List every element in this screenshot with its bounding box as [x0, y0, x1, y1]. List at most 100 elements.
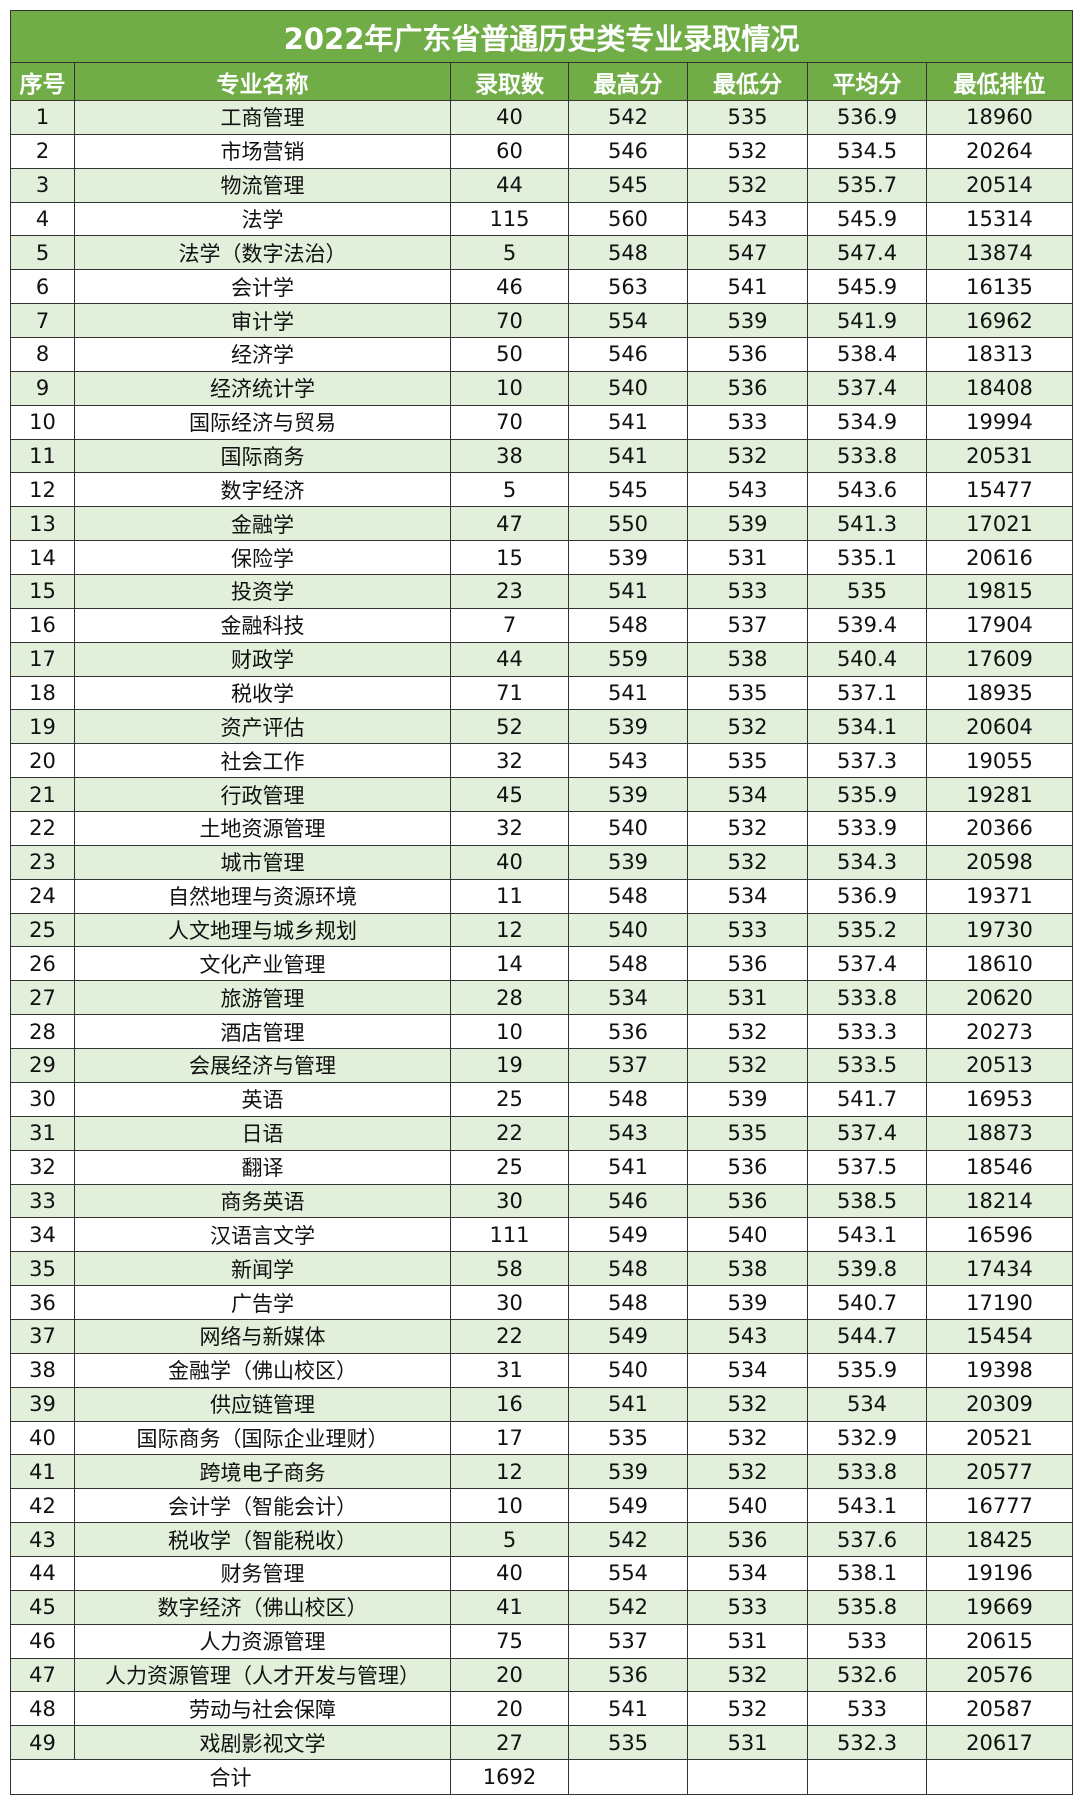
- cell-min-score: 532: [687, 1048, 808, 1083]
- cell-avg-score: 535.7: [807, 167, 927, 203]
- table-row: 26 文化产业管理 14 548 536 537.4 18610: [10, 946, 1074, 982]
- column-header-admitted-count: 录取数: [450, 62, 569, 101]
- cell-min-score: 533: [687, 404, 808, 440]
- cell-index: 45: [10, 1589, 75, 1625]
- cell-min-rank: 16962: [925, 303, 1074, 339]
- cell-max-score: 539: [568, 844, 688, 880]
- cell-min-score: 540: [687, 1488, 808, 1524]
- table-row: 1 工商管理 40 542 535 536.9 18960: [10, 100, 1074, 135]
- cell-major-name: 人力资源管理: [74, 1623, 451, 1659]
- cell-index: 18: [10, 675, 75, 711]
- cell-max-score: 549: [568, 1318, 688, 1354]
- cell-admitted-count: 28: [450, 980, 569, 1016]
- cell-major-name: 数字经济: [74, 472, 451, 508]
- cell-min-score: 534: [687, 878, 808, 914]
- cell-max-score: 542: [568, 1522, 688, 1557]
- cell-avg-score: 547.4: [807, 235, 927, 271]
- cell-major-name: 数字经济（佛山校区）: [74, 1589, 451, 1625]
- cell-major-name: 酒店管理: [74, 1014, 451, 1050]
- cell-admitted-count: 22: [450, 1318, 569, 1354]
- cell-admitted-count: 10: [450, 1014, 569, 1050]
- cell-admitted-count: 25: [450, 1081, 569, 1117]
- cell-admitted-count: 52: [450, 709, 569, 745]
- table-row: 2 市场营销 60 546 532 534.5 20264: [10, 133, 1074, 169]
- cell-max-score: 548: [568, 878, 688, 914]
- cell-avg-score: 543.6: [807, 472, 927, 508]
- cell-admitted-count: 70: [450, 404, 569, 440]
- table-row: 18 税收学 71 541 535 537.1 18935: [10, 675, 1074, 711]
- cell-index: 6: [10, 269, 75, 305]
- cell-min-score: 532: [687, 1014, 808, 1050]
- table-row: 31 日语 22 543 535 537.4 18873: [10, 1115, 1074, 1151]
- table-row: 15 投资学 23 541 533 535 19815: [10, 574, 1074, 609]
- cell-index: 4: [10, 201, 75, 237]
- cell-admitted-count: 40: [450, 844, 569, 880]
- cell-index: 19: [10, 709, 75, 745]
- cell-max-score: 548: [568, 1285, 688, 1320]
- cell-major-name: 国际经济与贸易: [74, 404, 451, 440]
- cell-admitted-count: 70: [450, 303, 569, 339]
- cell-index: 21: [10, 777, 75, 813]
- column-header-avg-score: 平均分: [807, 62, 927, 101]
- cell-max-score: 539: [568, 1454, 688, 1490]
- cell-major-name: 会计学: [74, 269, 451, 305]
- cell-min-rank: 16777: [925, 1488, 1074, 1524]
- cell-min-rank: 20366: [925, 811, 1074, 846]
- cell-admitted-count: 30: [450, 1285, 569, 1320]
- cell-admitted-count: 47: [450, 506, 569, 542]
- cell-admitted-count: 40: [450, 1555, 569, 1591]
- cell-min-score: 538: [687, 641, 808, 677]
- cell-admitted-count: 23: [450, 574, 569, 609]
- cell-index: 2: [10, 133, 75, 169]
- cell-avg-score: 540.4: [807, 641, 927, 677]
- cell-admitted-count: 60: [450, 133, 569, 169]
- cell-index: 41: [10, 1454, 75, 1490]
- cell-major-name: 金融科技: [74, 607, 451, 643]
- cell-major-name: 工商管理: [74, 100, 451, 135]
- cell-index: 46: [10, 1623, 75, 1659]
- table-row: 5 法学（数字法治） 5 548 547 547.4 13874: [10, 235, 1074, 271]
- cell-avg-score: 538.1: [807, 1555, 927, 1591]
- cell-max-score: 540: [568, 370, 688, 406]
- cell-min-rank: 18214: [925, 1183, 1074, 1219]
- cell-min-rank: 17904: [925, 607, 1074, 643]
- cell-avg-score: 536.9: [807, 100, 927, 135]
- cell-max-score: 549: [568, 1488, 688, 1524]
- table-row: 44 财务管理 40 554 534 538.1 19196: [10, 1555, 1074, 1591]
- cell-min-score: 541: [687, 269, 808, 305]
- table-row: 28 酒店管理 10 536 532 533.3 20273: [10, 1014, 1074, 1050]
- cell-avg-score: 537.4: [807, 370, 927, 406]
- cell-admitted-count: 40: [450, 100, 569, 135]
- cell-min-rank: 20273: [925, 1014, 1074, 1050]
- cell-admitted-count: 7: [450, 607, 569, 643]
- cell-min-rank: 16135: [925, 269, 1074, 305]
- empty-cell: [568, 1759, 688, 1796]
- cell-avg-score: 539.4: [807, 607, 927, 643]
- cell-min-score: 534: [687, 777, 808, 813]
- cell-major-name: 保险学: [74, 540, 451, 576]
- cell-admitted-count: 27: [450, 1725, 569, 1761]
- cell-admitted-count: 25: [450, 1149, 569, 1185]
- cell-avg-score: 540.7: [807, 1285, 927, 1320]
- cell-min-rank: 20264: [925, 133, 1074, 169]
- table-row: 8 经济学 50 546 536 538.4 18313: [10, 337, 1074, 372]
- cell-index: 16: [10, 607, 75, 643]
- cell-avg-score: 534.5: [807, 133, 927, 169]
- cell-index: 7: [10, 303, 75, 339]
- table-row: 48 劳动与社会保障 20 541 532 533 20587: [10, 1691, 1074, 1727]
- cell-index: 28: [10, 1014, 75, 1050]
- cell-min-rank: 18546: [925, 1149, 1074, 1185]
- cell-major-name: 法学: [74, 201, 451, 237]
- cell-min-score: 532: [687, 438, 808, 474]
- cell-min-score: 539: [687, 1285, 808, 1320]
- cell-avg-score: 541.7: [807, 1081, 927, 1117]
- cell-min-rank: 13874: [925, 235, 1074, 271]
- cell-admitted-count: 46: [450, 269, 569, 305]
- cell-index: 22: [10, 811, 75, 846]
- cell-avg-score: 537.3: [807, 743, 927, 779]
- cell-min-score: 543: [687, 472, 808, 508]
- cell-avg-score: 535.8: [807, 1589, 927, 1625]
- cell-admitted-count: 45: [450, 777, 569, 813]
- cell-admitted-count: 30: [450, 1183, 569, 1219]
- cell-max-score: 548: [568, 1081, 688, 1117]
